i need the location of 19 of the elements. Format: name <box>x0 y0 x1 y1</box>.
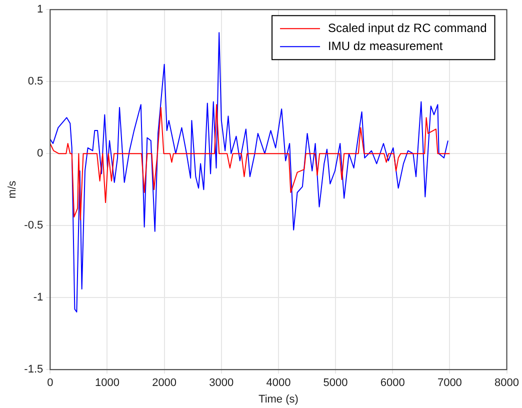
x-tick-label: 4000 <box>266 377 291 390</box>
x-tick-label: 8000 <box>494 377 520 390</box>
x-tick-label: 6000 <box>380 377 405 390</box>
x-tick-label: 3000 <box>209 377 234 390</box>
x-tick-label: 0 <box>47 377 54 390</box>
x-tick-label: 5000 <box>323 377 348 390</box>
x-tick-label: 1000 <box>94 377 120 390</box>
y-tick-label: -1.5 <box>24 364 44 376</box>
y-tick-label: -1 <box>33 292 44 304</box>
y-tick-label: -0.5 <box>24 220 44 232</box>
y-tick-label: 0 <box>37 148 44 160</box>
x-tick-label: 7000 <box>437 377 462 390</box>
y-axis-title: m/s <box>6 180 19 198</box>
legend-label: IMU dz measurement <box>328 38 444 53</box>
x-axis-title: Time (s) <box>258 393 298 406</box>
y-tick-label: 0.5 <box>28 76 44 88</box>
legend-label: Scaled input dz RC command <box>328 20 487 35</box>
y-tick-label: 1 <box>37 4 44 16</box>
x-tick-label: 2000 <box>152 377 177 390</box>
